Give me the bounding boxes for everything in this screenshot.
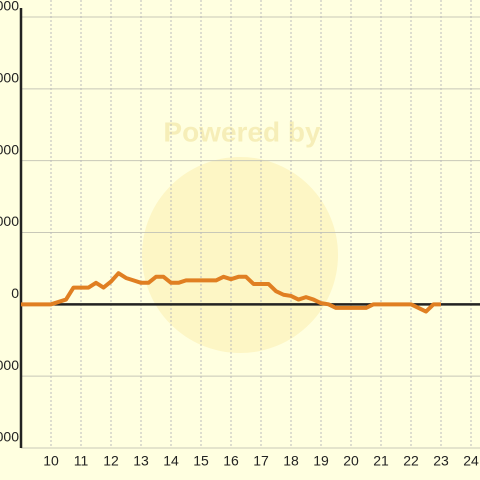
x-tick-label: 13	[133, 453, 149, 469]
watermark-logo	[142, 157, 338, 353]
y-tick-label: 0	[11, 285, 19, 301]
x-tick-label: 22	[403, 453, 419, 469]
y-tick-label: 12,000	[0, 0, 19, 14]
y-tick-label: 9,000	[0, 70, 19, 86]
x-tick-label: 12	[103, 453, 119, 469]
x-tick-label: 24	[463, 453, 479, 469]
y-tick-label: 6,000	[0, 141, 19, 157]
x-tick-label: 10	[43, 453, 59, 469]
x-tick-label: 14	[163, 453, 179, 469]
x-tick-label: 15	[193, 453, 209, 469]
x-tick-label: 21	[373, 453, 389, 469]
data-line	[21, 271, 441, 314]
watermark: Powered by	[163, 116, 321, 147]
x-tick-label: 16	[223, 453, 239, 469]
x-tick-label: 18	[283, 453, 299, 469]
y-tick-label: -3,000	[0, 357, 19, 373]
y-tick-label: -6,000	[0, 429, 19, 445]
x-tick-label: 23	[433, 453, 449, 469]
x-tick-label: 20	[343, 453, 359, 469]
x-tick-label: 19	[313, 453, 329, 469]
x-tick-label: 17	[253, 453, 269, 469]
x-tick-label: 11	[74, 453, 89, 469]
y-tick-label: 3,000	[0, 213, 19, 229]
